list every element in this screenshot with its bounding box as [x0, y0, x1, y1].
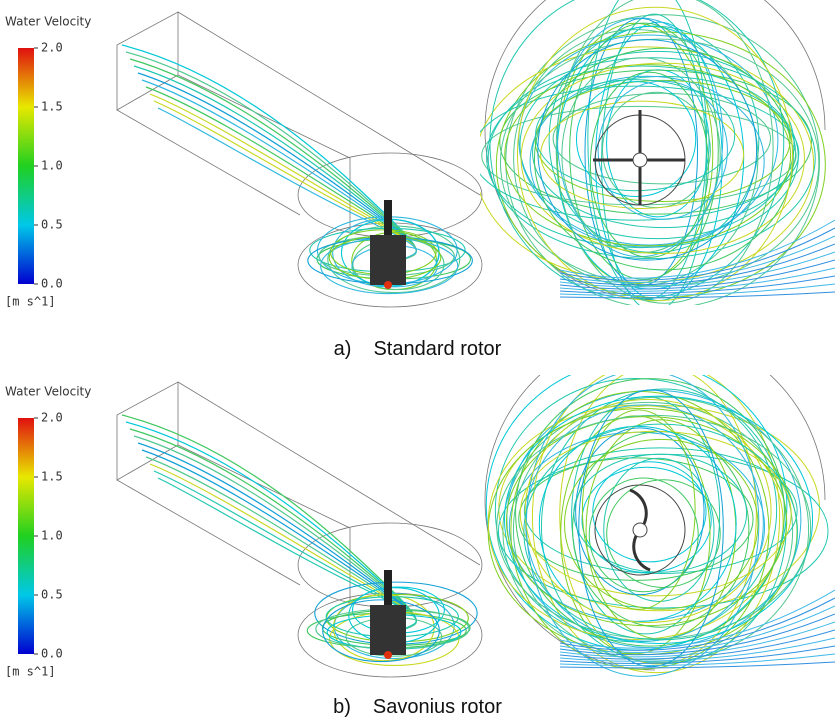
tick-label: 2.0: [41, 41, 63, 55]
swirl: [576, 82, 695, 197]
tick-label: 0.5: [41, 218, 63, 232]
figure-canvas: Water Velocity 2.0 1.5 1.0 0.5 0.0 [m s^1] Wate…: [0, 0, 835, 722]
swirl: [505, 65, 791, 246]
color-bar: [18, 48, 34, 284]
domain-top-view: [472, 0, 835, 311]
caption-label: b): [333, 696, 351, 718]
rotor-blades: [370, 235, 406, 285]
legend-title: Water Velocity: [5, 15, 91, 29]
particle: [384, 651, 392, 659]
legend-title: Water Velocity: [5, 385, 91, 399]
caption-text: Standard rotor: [373, 338, 501, 360]
tick-label: 0.0: [41, 277, 63, 291]
streamline: [130, 59, 416, 265]
domain-top-view: [485, 330, 835, 676]
streamline: [130, 429, 416, 635]
tick-label: 0.0: [41, 647, 63, 661]
caption: a) Standard rotor: [0, 338, 835, 361]
caption: b) Savonius rotor: [0, 696, 835, 719]
tick-label: 0.5: [41, 588, 63, 602]
rotor-blades: [370, 605, 406, 655]
rotor-hub: [633, 153, 647, 167]
casing: [485, 330, 825, 670]
tick-label: 1.5: [41, 100, 63, 114]
caption-label: a): [334, 338, 352, 360]
legend-unit: [m s^1]: [5, 295, 56, 309]
legend-unit: [m s^1]: [5, 665, 56, 679]
tick-label: 2.0: [41, 411, 63, 425]
tick-label: 1.0: [41, 529, 63, 543]
tick-label: 1.0: [41, 159, 63, 173]
swirl: [490, 0, 784, 299]
figure: Water Velocity 2.0 1.5 1.0 0.5 0.0 [m s^1] Wate…: [0, 0, 835, 722]
swirl: [520, 431, 791, 596]
rotor-hub: [633, 523, 647, 537]
swirl: [590, 72, 708, 257]
color-bar: [18, 418, 34, 654]
swirl: [565, 439, 758, 609]
particle: [384, 281, 392, 289]
caption-text: Savonius rotor: [373, 696, 502, 718]
tick-label: 1.5: [41, 470, 63, 484]
